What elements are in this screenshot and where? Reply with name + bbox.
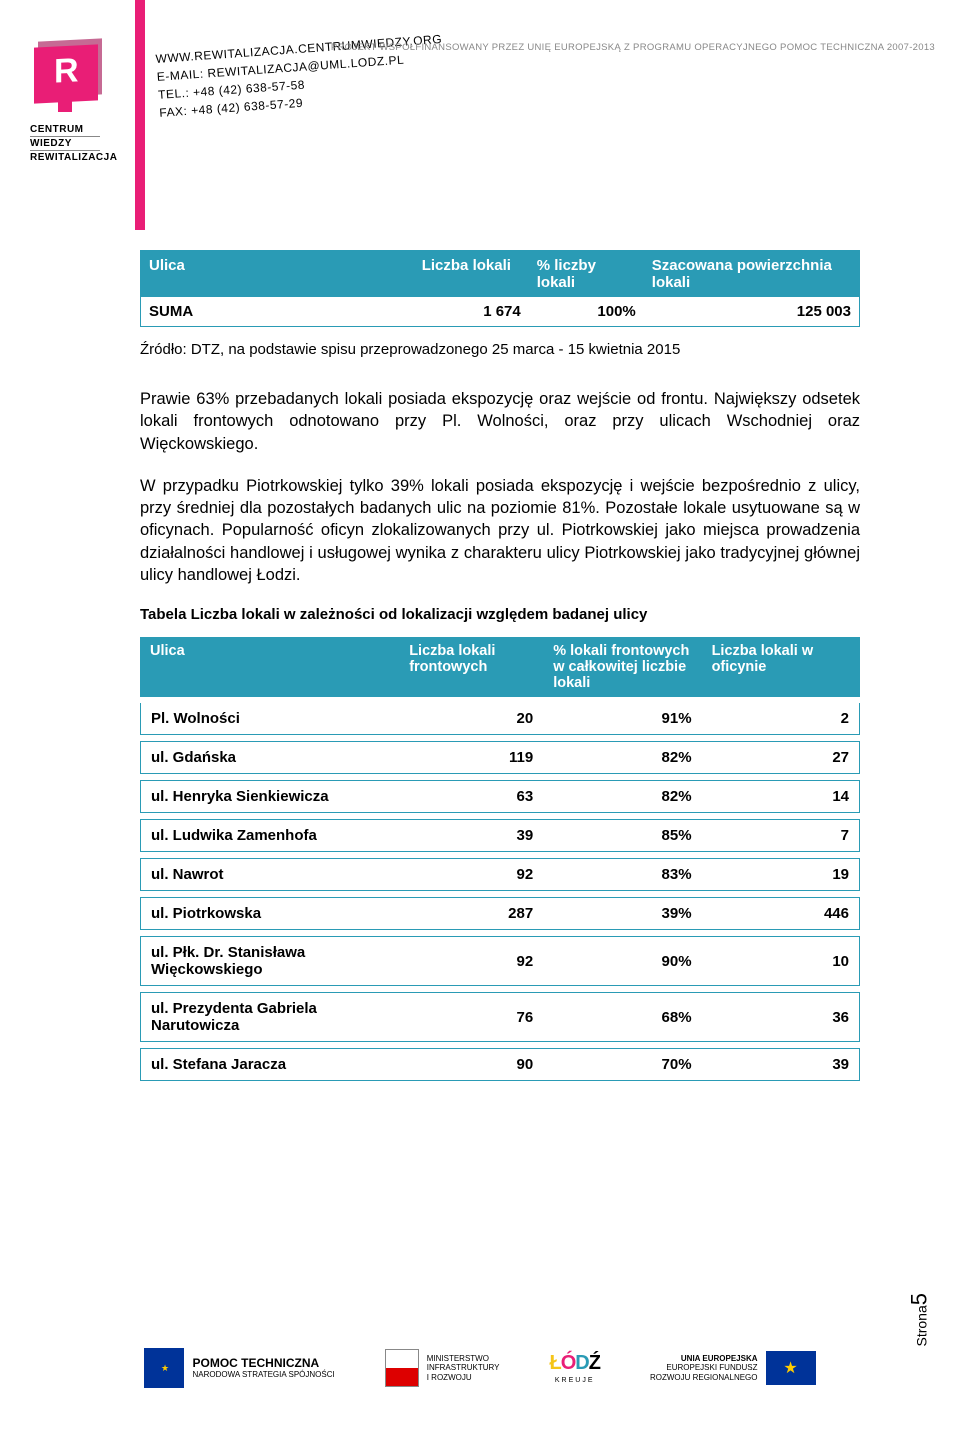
paragraph-1: Prawie 63% przebadanych lokali posiada e…: [140, 388, 860, 455]
t2-h2: Liczba lokali frontowych: [399, 637, 543, 697]
table-row: ul. Henryka Sienkiewicza6382%14: [140, 780, 860, 813]
location-table: Ulica Liczba lokali frontowych % lokali …: [140, 631, 860, 1087]
row-v3: 2: [702, 703, 860, 735]
row-name: Pl. Wolności: [140, 703, 399, 735]
t1-row-suma: SUMA 1 674 100% 125 003: [141, 297, 860, 327]
f3sub: KREUJE: [555, 1377, 595, 1384]
f4c: ROZWOJU REGIONALNEGO: [650, 1373, 758, 1383]
f2a: MINISTERSTWO: [427, 1354, 500, 1364]
row-v1: 90: [399, 1048, 543, 1081]
table-row: ul. Płk. Dr. Stanisława Więckowskiego929…: [140, 936, 860, 986]
row-v1: 63: [399, 780, 543, 813]
row-v2: 90%: [543, 936, 701, 986]
lodz-icon: ŁÓDŹ: [549, 1352, 599, 1375]
row-v3: 7: [702, 819, 860, 852]
row-v2: 39%: [543, 897, 701, 930]
t1-h1: Ulica: [141, 251, 414, 298]
row-v1: 119: [399, 741, 543, 774]
row-v2: 85%: [543, 819, 701, 852]
f4b: EUROPEJSKI FUNDUSZ: [650, 1363, 758, 1373]
row-v3: 36: [702, 992, 860, 1042]
row-v2: 68%: [543, 992, 701, 1042]
row-v3: 14: [702, 780, 860, 813]
t1-v1: 1 674: [414, 297, 529, 327]
accent-bar: [135, 0, 145, 230]
t1-h2: Liczba lokali: [414, 251, 529, 298]
table-row: ul. Ludwika Zamenhofa3985%7: [140, 819, 860, 852]
f2b: INFRASTRUKTURY: [427, 1363, 500, 1373]
main-content: Ulica Liczba lokali % liczby lokali Szac…: [0, 220, 960, 1087]
row-name: ul. Piotrkowska: [140, 897, 399, 930]
row-name: ul. Ludwika Zamenhofa: [140, 819, 399, 852]
table-row: ul. Stefana Jaracza9070%39: [140, 1048, 860, 1081]
summary-table: Ulica Liczba lokali % liczby lokali Szac…: [140, 250, 860, 327]
row-v2: 82%: [543, 780, 701, 813]
footer-logo-lodz: ŁÓDŹ KREUJE: [549, 1352, 599, 1384]
row-v3: 19: [702, 858, 860, 891]
row-name: ul. Płk. Dr. Stanisława Więckowskiego: [140, 936, 399, 986]
t1-h4: Szacowana powierzchnia lokali: [644, 251, 860, 298]
f1a: POMOC TECHNICZNA: [192, 1356, 334, 1370]
f1b: NARODOWA STRATEGIA SPÓJNOŚCI: [192, 1370, 334, 1380]
page-number: Strona5: [906, 1293, 932, 1347]
t1-label: SUMA: [141, 297, 414, 327]
t1-v2: 100%: [529, 297, 644, 327]
eu-flag-icon: ★: [766, 1351, 816, 1385]
row-v3: 27: [702, 741, 860, 774]
table-row: ul. Piotrkowska28739%446: [140, 897, 860, 930]
document-header: R CENTRUM WIEDZY REWITALIZACJA WWW.REWIT…: [0, 0, 960, 220]
row-v2: 70%: [543, 1048, 701, 1081]
footer-logo-pomoc: ★ POMOC TECHNICZNA NARODOWA STRATEGIA SP…: [144, 1348, 334, 1388]
f2c: I ROZWOJU: [427, 1373, 500, 1383]
emblem-icon: [385, 1349, 419, 1387]
footer-logo-eu: UNIA EUROPEJSKA EUROPEJSKI FUNDUSZ ROZWO…: [650, 1351, 816, 1385]
t1-h3: % liczby lokali: [529, 251, 644, 298]
footer-logo-ministry: MINISTERSTWO INFRASTRUKTURY I ROZWOJU: [385, 1349, 500, 1387]
page-label: Strona: [913, 1305, 929, 1346]
row-v2: 83%: [543, 858, 701, 891]
pomoc-flag-icon: ★: [144, 1348, 184, 1388]
book-icon: R: [30, 40, 110, 110]
table-row: Pl. Wolności2091%2: [140, 703, 860, 735]
t2-h3: % lokali frontowych w całkowitej liczbie…: [543, 637, 701, 697]
page-num: 5: [906, 1293, 931, 1305]
row-v2: 91%: [543, 703, 701, 735]
row-v1: 39: [399, 819, 543, 852]
row-name: ul. Gdańska: [140, 741, 399, 774]
logo-line2: WIEDZY: [30, 138, 125, 149]
logo-text: CENTRUM WIEDZY REWITALIZACJA: [30, 124, 125, 163]
row-v1: 76: [399, 992, 543, 1042]
row-v3: 10: [702, 936, 860, 986]
logo-line1: CENTRUM: [30, 124, 125, 135]
row-v1: 287: [399, 897, 543, 930]
f4a: UNIA EUROPEJSKA: [650, 1354, 758, 1364]
logo-line3: REWITALIZACJA: [30, 152, 125, 163]
t2-h4: Liczba lokali w oficynie: [702, 637, 860, 697]
row-v3: 39: [702, 1048, 860, 1081]
paragraph-2: W przypadku Piotrkowskiej tylko 39% loka…: [140, 475, 860, 586]
source-note: Źródło: DTZ, na podstawie spisu przeprow…: [140, 341, 860, 358]
row-name: ul. Nawrot: [140, 858, 399, 891]
footer-logos: ★ POMOC TECHNICZNA NARODOWA STRATEGIA SP…: [0, 1348, 960, 1428]
t1-v3: 125 003: [644, 297, 860, 327]
row-v2: 82%: [543, 741, 701, 774]
row-v1: 20: [399, 703, 543, 735]
table-row: ul. Nawrot9283%19: [140, 858, 860, 891]
cofinancing-note: PROJEKT WSPÓŁFINANSOWANY PRZEZ UNIĘ EURO…: [331, 42, 935, 53]
logo-block: R CENTRUM WIEDZY REWITALIZACJA: [30, 40, 125, 163]
row-v1: 92: [399, 858, 543, 891]
table2-caption: Tabela Liczba lokali w zależności od lok…: [140, 606, 860, 623]
t2-h1: Ulica: [140, 637, 399, 697]
logo-letter: R: [54, 51, 79, 91]
row-name: ul. Prezydenta Gabriela Narutowicza: [140, 992, 399, 1042]
table-row: ul. Gdańska11982%27: [140, 741, 860, 774]
table-row: ul. Prezydenta Gabriela Narutowicza7668%…: [140, 992, 860, 1042]
row-name: ul. Henryka Sienkiewicza: [140, 780, 399, 813]
row-v3: 446: [702, 897, 860, 930]
row-name: ul. Stefana Jaracza: [140, 1048, 399, 1081]
row-v1: 92: [399, 936, 543, 986]
